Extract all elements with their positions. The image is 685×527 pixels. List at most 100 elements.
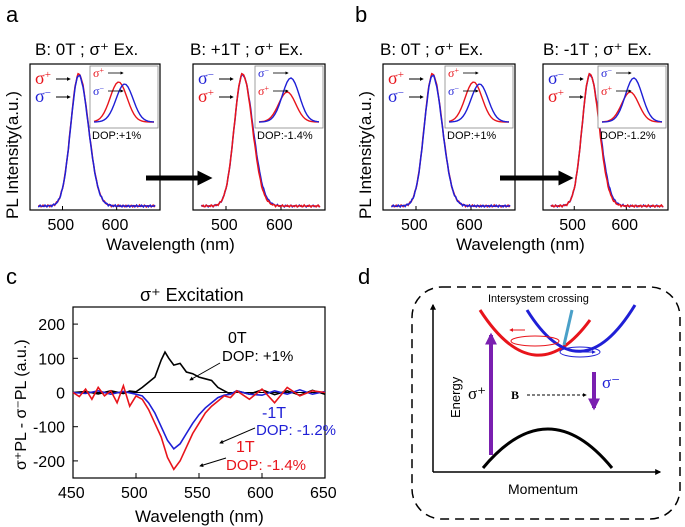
ticklabel-a-right-500: 500 (211, 217, 238, 234)
sigma-plus-inset-label-a-left: σ+ (93, 66, 104, 81)
title-b-right: B: -1T ; σ⁺ Ex. (543, 40, 652, 59)
sigma-minus-sup-a-left: − (45, 87, 51, 99)
sigma-plus-inset-label-a-right: σ+ (258, 84, 269, 99)
dop-b-right: DOP:-1.2% (600, 130, 656, 142)
inset-a-right (254, 65, 324, 129)
sigma-plus-label-d: σ⁺ (468, 384, 486, 403)
ylabel-b: PL Intensity(a.u.) (356, 91, 375, 219)
series-dop-1T: DOP: -1.4% (226, 457, 306, 474)
frame-b-right (542, 63, 669, 211)
sigma-minus-sup-a-right: − (208, 69, 214, 81)
sigma-minus-label-a-left: σ− (35, 86, 51, 106)
panel-label-c: c (6, 264, 17, 289)
sigma-plus-inset-sup-b-right: + (607, 84, 612, 93)
ytick-label-0: 0 (56, 386, 65, 403)
ylabel-a: PL Intensity(a.u.) (3, 91, 22, 219)
xlabel-a: Wavelength (nm) (106, 235, 235, 254)
series-label-0T: 0T (228, 330, 247, 347)
sigma-minus-inset-sup-b-right: − (607, 66, 612, 75)
title-a-right: B: +1T ; σ⁺ Ex. (190, 40, 303, 59)
curve-red-a-right (201, 72, 321, 209)
series-dop-0T: DOP: +1% (222, 348, 293, 365)
ticklabel-a-left-600: 600 (102, 217, 129, 234)
ytick-label--100: -100 (33, 420, 65, 437)
series-pointer--1T (219, 427, 256, 444)
blue-orbit (559, 346, 601, 358)
ticklabel-b-right-500: 500 (559, 217, 586, 234)
sigma-plus-label-a-right: σ+ (198, 86, 214, 106)
sigma-minus-sup-b-right: − (558, 69, 564, 81)
momentum-label: Momentum (508, 481, 578, 497)
sigma-plus-sup-b-right: + (558, 87, 564, 99)
frame-a-right (192, 63, 326, 211)
sigma-minus-label-b-right: σ− (548, 68, 564, 88)
panel-label-a: a (6, 2, 19, 27)
diagram-border (411, 286, 681, 520)
intersystem-arrow (562, 309, 574, 346)
inset-blue-b-right (601, 77, 663, 123)
diagram-d: Energy Momentum Intersystem crossing σ⁺ … (411, 286, 681, 520)
sigma-plus-inset-sup-b-left: + (454, 66, 459, 75)
series-label-1T: 1T (236, 439, 255, 456)
ticklabel-a-right-600: 600 (266, 217, 293, 234)
red-orbit (510, 335, 560, 347)
series-pointer-1T (199, 457, 227, 467)
sigma-minus-sup-b-left: − (398, 87, 404, 99)
panel-label-d: d (358, 264, 370, 289)
ticklabel-b-left-500: 500 (401, 217, 428, 234)
inset-blue-b-left (449, 83, 510, 123)
ticklabel-b-left-600: 600 (456, 217, 483, 234)
inset-red-a-right (258, 91, 320, 123)
xtick-label-650: 650 (310, 485, 337, 502)
blue-parabola (525, 304, 637, 353)
inset-red-a-left (93, 81, 154, 123)
series-pointer-0T (189, 362, 221, 381)
inset-b-right (597, 65, 667, 129)
sigma-plus-sup-a-left: + (45, 69, 51, 81)
sigma-minus-inset-label-a-right: σ− (258, 66, 269, 81)
title-b-left: B: 0T ; σ⁺ Ex. (380, 40, 483, 59)
title-a-left: B: 0T ; σ⁺ Ex. (35, 40, 138, 59)
frame-b-left (382, 63, 516, 211)
inset-blue-a-left (94, 83, 155, 123)
red-parabola (478, 309, 592, 357)
sigma-plus-inset-label-b-right: σ+ (601, 84, 612, 99)
chart-c-ylabel: σ⁺PL - σ⁻PL (a.u.) (13, 339, 30, 470)
sigma-minus-label-b-left: σ− (388, 86, 404, 106)
xtick-label-450: 450 (58, 485, 85, 502)
sigma-plus-inset-label-b-left: σ+ (448, 66, 459, 81)
sigma-plus-label-a-left: σ+ (35, 68, 51, 88)
series--1T (72, 388, 326, 451)
chart-c-xlabel: Wavelength (nm) (135, 507, 264, 526)
sigma-minus-inset-label-a-left: σ− (93, 84, 104, 99)
series-label--1T: -1T (262, 405, 286, 422)
ticklabel-a-left-500: 500 (48, 217, 75, 234)
dop-a-left: DOP:+1% (92, 130, 141, 142)
ground-parabola (481, 427, 614, 469)
xtick-label-500: 500 (121, 485, 148, 502)
sigma-plus-sup-b-left: + (398, 69, 404, 81)
sigma-minus-label-d: σ⁻ (602, 373, 620, 392)
dop-a-right: DOP:-1.4% (257, 130, 313, 142)
sigma-plus-label-b-right: σ+ (548, 86, 564, 106)
series-1T (72, 383, 326, 471)
ytick-label--200: -200 (33, 454, 65, 471)
curve-blue-a-left (37, 74, 156, 209)
sigma-minus-label-a-right: σ− (198, 68, 214, 88)
sigma-plus-inset-sup-a-left: + (99, 66, 104, 75)
curve-blue-b-left (391, 74, 511, 209)
sigma-plus-label-b-left: σ+ (388, 68, 404, 88)
sigma-minus-inset-sup-a-left: − (99, 84, 104, 93)
ytick-label-200: 200 (38, 317, 65, 334)
panel-label-b: b (355, 2, 367, 27)
sigma-minus-inset-sup-a-right: − (264, 66, 269, 75)
inset-blue-a-right (258, 77, 320, 123)
frame-a-left (29, 63, 161, 211)
